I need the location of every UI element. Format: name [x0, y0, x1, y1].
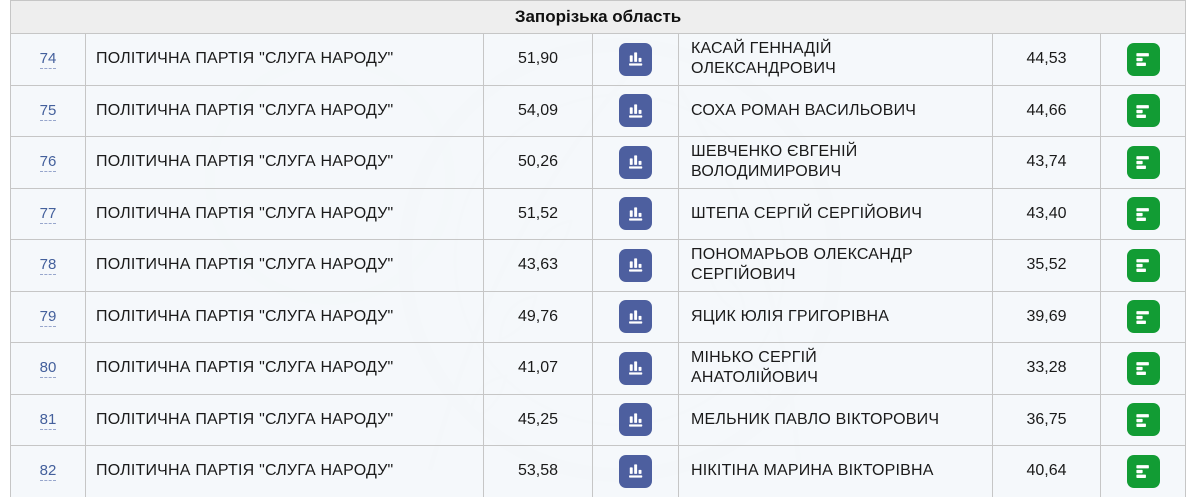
bar-chart-icon [628, 413, 642, 427]
party-percent: 41,07 [483, 342, 593, 395]
candidate-percent: 44,66 [992, 84, 1101, 137]
row-number-link[interactable]: 79 [39, 307, 57, 327]
party-chart-button[interactable] [619, 94, 652, 128]
party-chart-button[interactable] [619, 248, 652, 282]
party-chart-button[interactable] [619, 351, 652, 385]
bar-chart-icon [628, 310, 642, 324]
candidate-results-button[interactable] [1126, 94, 1160, 128]
candidate-results-button[interactable] [1126, 42, 1160, 76]
bar-chart-icon [628, 207, 642, 221]
candidate-results-button[interactable] [1126, 454, 1160, 488]
party-name: ПОЛІТИЧНА ПАРТІЯ "СЛУГА НАРОДУ" [85, 445, 484, 497]
party-chart-button[interactable] [619, 300, 652, 334]
party-name: ПОЛІТИЧНА ПАРТІЯ "СЛУГА НАРОДУ" [85, 290, 484, 343]
party-name: ПОЛІТИЧНА ПАРТІЯ "СЛУГА НАРОДУ" [85, 239, 484, 292]
table-row: 74 ПОЛІТИЧНА ПАРТІЯ "СЛУГА НАРОДУ" 51,90… [10, 33, 1187, 86]
candidate-name: НІКІТІНА МАРИНА ВІКТОРІВНА [678, 445, 993, 497]
party-name: ПОЛІТИЧНА ПАРТІЯ "СЛУГА НАРОДУ" [85, 33, 484, 86]
candidate-name: ШТЕПА СЕРГІЙ СЕРГІЙОВИЧ [678, 187, 993, 240]
table-row: 80 ПОЛІТИЧНА ПАРТІЯ "СЛУГА НАРОДУ" 41,07… [10, 342, 1187, 395]
horizontal-bar-chart-icon [1136, 310, 1149, 324]
bar-chart-icon [628, 464, 642, 478]
party-name: ПОЛІТИЧНА ПАРТІЯ "СЛУГА НАРОДУ" [85, 393, 484, 446]
candidate-name: МЕЛЬНИК ПАВЛО ВІКТОРОВИЧ [678, 393, 993, 446]
party-name: ПОЛІТИЧНА ПАРТІЯ "СЛУГА НАРОДУ" [85, 136, 484, 189]
candidate-percent: 40,64 [992, 445, 1101, 497]
candidate-percent: 35,52 [992, 239, 1101, 292]
candidate-results-button[interactable] [1126, 145, 1160, 179]
candidate-percent: 43,74 [992, 136, 1101, 189]
horizontal-bar-chart-icon [1136, 207, 1149, 221]
party-chart-button[interactable] [619, 197, 652, 231]
party-chart-button[interactable] [619, 145, 652, 179]
row-number-link[interactable]: 78 [39, 256, 57, 276]
candidate-results-button[interactable] [1126, 403, 1160, 437]
bar-chart-icon [628, 361, 642, 375]
party-name: ПОЛІТИЧНА ПАРТІЯ "СЛУГА НАРОДУ" [85, 342, 484, 395]
region-header-row: Запорізька область [9, 0, 1187, 34]
row-number-link[interactable]: 80 [39, 359, 57, 379]
row-number-link[interactable]: 82 [39, 462, 57, 482]
candidate-results-button[interactable] [1126, 197, 1160, 231]
party-percent: 50,26 [483, 136, 593, 189]
candidate-percent: 33,28 [992, 342, 1101, 395]
table-row: 77 ПОЛІТИЧНА ПАРТІЯ "СЛУГА НАРОДУ" 51,52… [10, 187, 1187, 240]
table-row: 75 ПОЛІТИЧНА ПАРТІЯ "СЛУГА НАРОДУ" 54,09… [10, 84, 1187, 137]
table-row: 79 ПОЛІТИЧНА ПАРТІЯ "СЛУГА НАРОДУ" 49,76… [10, 290, 1187, 343]
party-chart-button[interactable] [619, 403, 652, 437]
candidate-results-button[interactable] [1126, 248, 1160, 282]
party-chart-button[interactable] [619, 42, 652, 76]
party-percent: 49,76 [483, 290, 593, 343]
table-row: 76 ПОЛІТИЧНА ПАРТІЯ "СЛУГА НАРОДУ" 50,26… [10, 136, 1187, 189]
bar-chart-icon [628, 258, 642, 272]
bar-chart-icon [628, 104, 642, 118]
party-percent: 51,52 [483, 187, 593, 240]
candidate-percent: 44,53 [992, 33, 1101, 86]
row-number-link[interactable]: 74 [39, 50, 57, 70]
bar-chart-icon [628, 155, 642, 169]
candidate-name: МІНЬКО СЕРГІЙ АНАТОЛІЙОВИЧ [678, 342, 993, 395]
candidate-results-button[interactable] [1126, 351, 1160, 385]
candidate-name: ЯЦИК ЮЛІЯ ГРИГОРІВНА [678, 290, 993, 343]
table-row: 81 ПОЛІТИЧНА ПАРТІЯ "СЛУГА НАРОДУ" 45,25… [10, 393, 1187, 446]
party-percent: 43,63 [483, 239, 593, 292]
candidate-percent: 39,69 [992, 290, 1101, 343]
candidate-name: КАСАЙ ГЕННАДІЙ ОЛЕКСАНДРОВИЧ [678, 33, 993, 86]
horizontal-bar-chart-icon [1136, 259, 1149, 273]
party-name: ПОЛІТИЧНА ПАРТІЯ "СЛУГА НАРОДУ" [85, 187, 484, 240]
table-row: 82 ПОЛІТИЧНА ПАРТІЯ "СЛУГА НАРОДУ" 53,58… [10, 445, 1187, 497]
party-chart-button[interactable] [619, 454, 652, 488]
horizontal-bar-chart-icon [1136, 104, 1149, 118]
candidate-percent: 36,75 [992, 393, 1101, 446]
row-number-link[interactable]: 77 [39, 204, 57, 224]
party-percent: 45,25 [483, 393, 593, 446]
row-number-link[interactable]: 81 [39, 410, 57, 430]
party-name: ПОЛІТИЧНА ПАРТІЯ "СЛУГА НАРОДУ" [85, 84, 484, 137]
horizontal-bar-chart-icon [1136, 156, 1149, 170]
bar-chart-icon [628, 52, 642, 66]
horizontal-bar-chart-icon [1136, 362, 1149, 376]
table-row: 78 ПОЛІТИЧНА ПАРТІЯ "СЛУГА НАРОДУ" 43,63… [10, 239, 1187, 292]
candidate-results-button[interactable] [1126, 300, 1160, 334]
row-number-link[interactable]: 76 [39, 153, 57, 173]
horizontal-bar-chart-icon [1136, 413, 1149, 427]
horizontal-bar-chart-icon [1136, 53, 1149, 67]
region-title: Запорізька область [9, 0, 1187, 34]
candidate-percent: 43,40 [992, 187, 1101, 240]
party-percent: 51,90 [483, 33, 593, 86]
candidate-name: ПОНОМАРЬОВ ОЛЕКСАНДР СЕРГІЙОВИЧ [678, 239, 993, 292]
election-results-table: Запорізька область 74 ПОЛІТИЧНА ПАРТІЯ "… [9, 0, 1187, 497]
horizontal-bar-chart-icon [1136, 465, 1149, 479]
candidate-name: ШЕВЧЕНКО ЄВГЕНІЙ ВОЛОДИМИРОВИЧ [678, 136, 993, 189]
row-number-link[interactable]: 75 [39, 101, 57, 121]
party-percent: 54,09 [483, 84, 593, 137]
candidate-name: СОХА РОМАН ВАСИЛЬОВИЧ [678, 84, 993, 137]
party-percent: 53,58 [483, 445, 593, 497]
